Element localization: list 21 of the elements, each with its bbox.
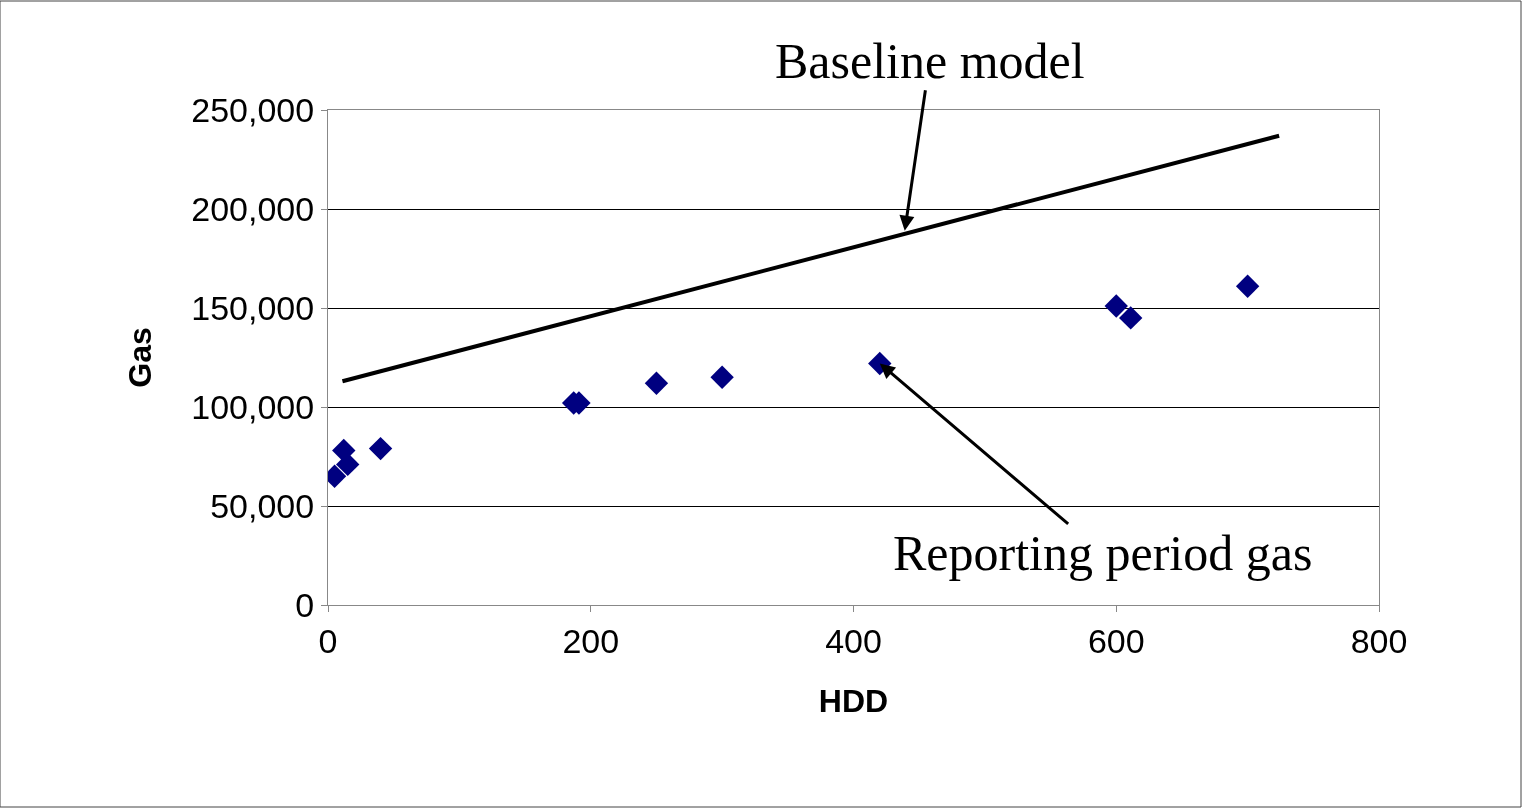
- point: [336, 452, 360, 477]
- point: [644, 371, 669, 395]
- point: [710, 365, 734, 389]
- x-tick-label: 400: [825, 621, 882, 660]
- x-tick-label: 800: [1350, 621, 1408, 660]
- y-tick-label: 150,000: [191, 288, 315, 327]
- y-tick-label: 200,000: [191, 189, 315, 228]
- y-tick-label: 250,000: [191, 90, 315, 129]
- y-tick-label: 0: [295, 585, 315, 624]
- y-axis-title: Gas: [121, 327, 158, 388]
- x-axis-title: HDD: [818, 682, 889, 719]
- annotation: Baseline model: [775, 33, 1085, 89]
- annotation: Reporting period gas: [893, 525, 1313, 581]
- y-tick-label: 50,000: [210, 486, 315, 525]
- y-tick-label: 100,000: [191, 387, 315, 426]
- point: [1119, 306, 1143, 330]
- x-tick-label: 600: [1087, 621, 1145, 660]
- point: [1235, 274, 1260, 298]
- point: [1104, 294, 1128, 318]
- x-tick-label: 200: [562, 621, 620, 660]
- point: [368, 436, 393, 461]
